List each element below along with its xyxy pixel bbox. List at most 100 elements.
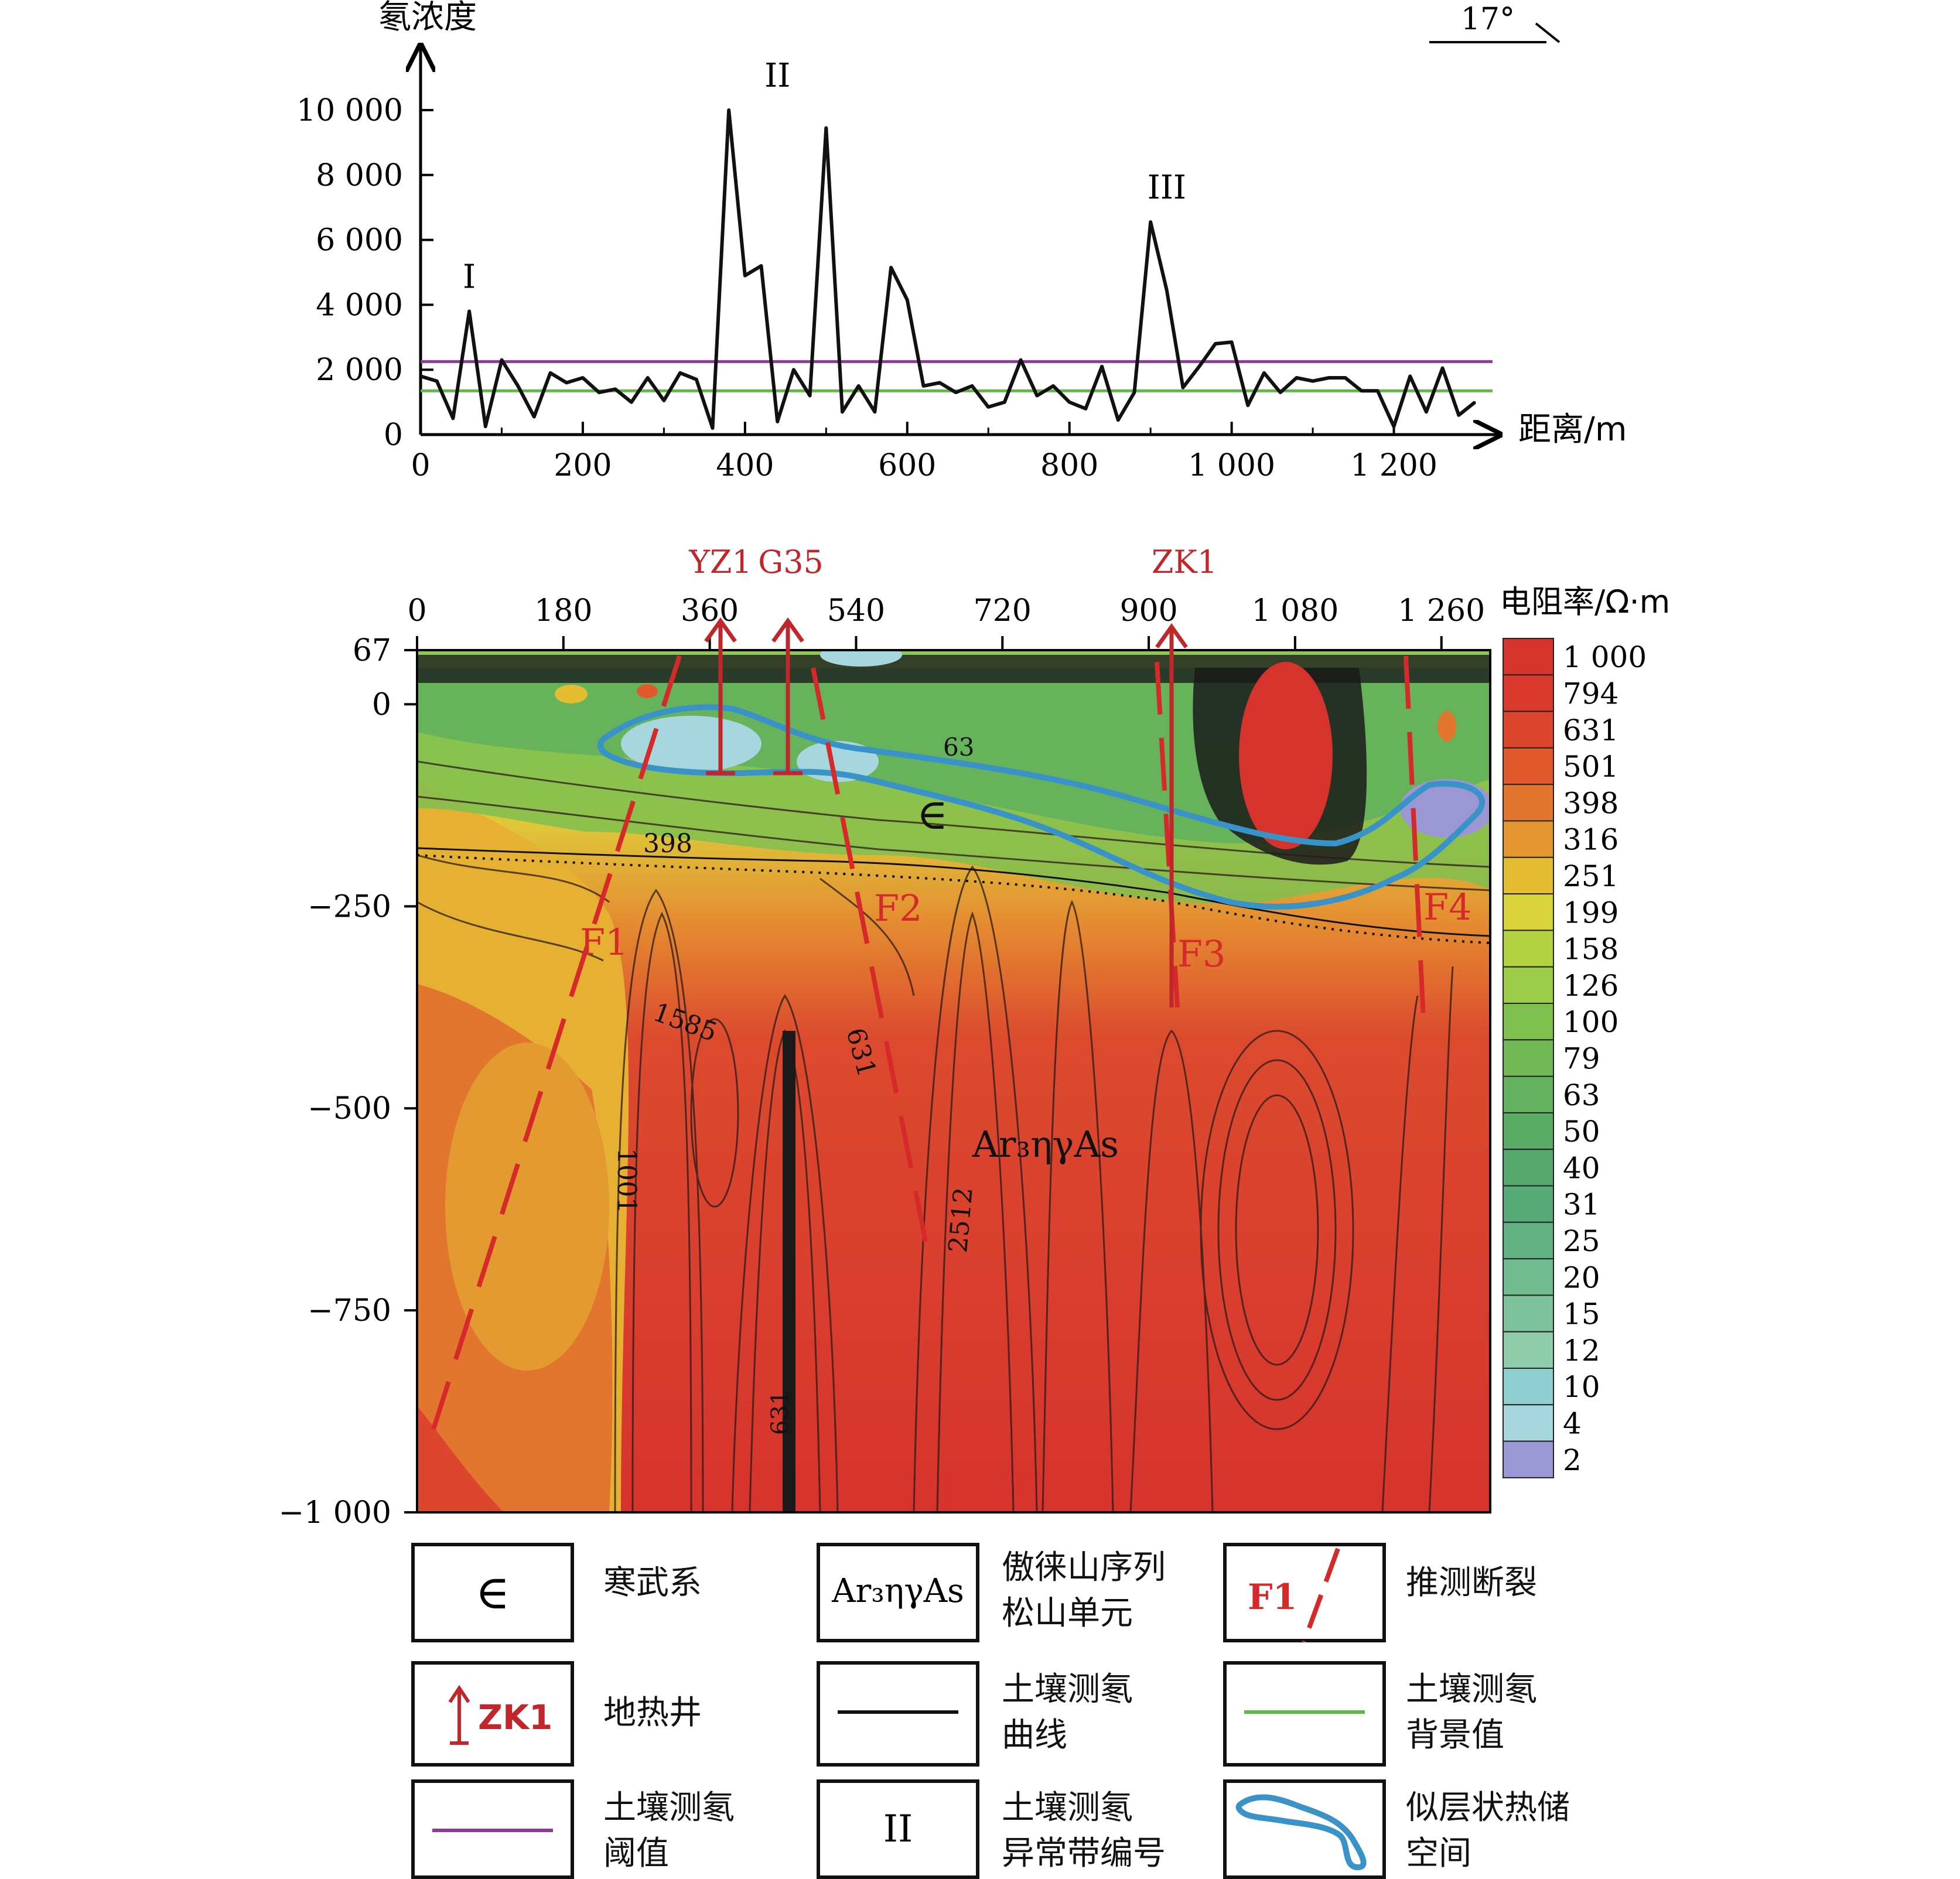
colorbar-label: 158 [1563, 932, 1618, 966]
colorbar-swatch [1503, 930, 1554, 968]
radon-line-chart: 氡浓度 距离/m 0 2 000 4 000 6 000 8 000 10 000 0 200… [296, 0, 1627, 483]
colorbar-swatch [1503, 710, 1554, 749]
contour-label-63: 63 [943, 733, 974, 761]
section-y-tick-label: −500 [308, 1091, 391, 1126]
fault-lines [431, 655, 1426, 1430]
radon-curve [420, 108, 1476, 430]
colorbar-label: 12 [1563, 1334, 1600, 1368]
radon-point [955, 391, 957, 394]
radon-x-tick-label: 600 [878, 448, 936, 483]
radon-y-label: 氡浓度 [378, 0, 477, 36]
radon-point [1231, 341, 1233, 343]
legend-well-arrow-icon [448, 1685, 470, 1745]
legend-reservoir-icon [1235, 1794, 1367, 1871]
legend-background-text: 土壤测氡 背景值 [1406, 1670, 1537, 1754]
colorbar-label: 31 [1563, 1188, 1600, 1222]
well-zk1-label: ZK1 [1152, 544, 1217, 580]
fault-f2-line [811, 667, 928, 1242]
colorbar-swatch [1503, 1221, 1554, 1260]
colorbar-label: 251 [1563, 859, 1618, 893]
radon-point [533, 416, 535, 418]
radon-point [1344, 377, 1346, 379]
radon-point [1020, 359, 1022, 361]
radon-point [809, 395, 811, 397]
colorbar-swatch [1503, 893, 1554, 931]
radon-point [1295, 377, 1297, 379]
radon-point [1393, 425, 1395, 428]
radon-point [517, 385, 519, 387]
radon-y-tick-label: 4 000 [316, 288, 403, 323]
colorbar-label: 794 [1563, 677, 1618, 710]
radon-anomaly-label: III [1148, 169, 1186, 207]
section-frame [416, 649, 1491, 1514]
radon-y-tick-label: 8 000 [316, 158, 403, 193]
fault-f1-line [431, 655, 682, 1430]
section-x-tick-label: 900 [1119, 593, 1177, 628]
legend-well-text: 地热井 [603, 1694, 702, 1732]
section-y-tick-label: −250 [308, 889, 391, 924]
radon-point [1328, 377, 1330, 379]
radon-point [1425, 411, 1428, 413]
fault-f2-label: F2 [874, 887, 922, 930]
radon-anomaly-label: II [764, 57, 790, 95]
radon-point [776, 421, 778, 423]
legend-cambrian-swatch: ∈ [411, 1543, 574, 1642]
legend-cambrian-symbol: ∈ [475, 1565, 510, 1620]
radon-point [500, 359, 503, 361]
radon-point [711, 427, 713, 429]
radon-point [663, 399, 665, 402]
radon-point [938, 381, 941, 384]
radon-point [614, 388, 616, 390]
legend-granite-text: 傲徕山序列 松山单元 [1002, 1549, 1166, 1632]
colorbar-label: 15 [1563, 1297, 1600, 1331]
contour-label-631-bottom: 631 [767, 1391, 794, 1435]
radon-point [468, 310, 470, 312]
colorbar-label: 1 000 [1563, 640, 1647, 674]
section-x-tick-label: 1 080 [1251, 593, 1338, 628]
well-g35-arrowhead [771, 617, 804, 643]
radon-x-tick-label: 800 [1040, 448, 1098, 483]
legend-radon-curve-line [838, 1710, 958, 1714]
legend-fault-symbol: F1 [1248, 1577, 1297, 1618]
radon-x-tick-label: 0 [411, 448, 430, 483]
radon-point [1474, 401, 1476, 404]
radon-x-tick-label: 200 [554, 448, 612, 483]
radon-point [598, 391, 600, 394]
legend-well-swatch: ZK1 [411, 1661, 574, 1767]
contour-label-2512: 2512 [943, 1186, 979, 1254]
fault-f4-label: F4 [1423, 886, 1471, 928]
radon-point [647, 377, 649, 379]
radon-point [1263, 372, 1265, 374]
colorbar-label: 100 [1563, 1005, 1618, 1039]
colorbar-swatch [1503, 1149, 1554, 1187]
legend-granite-swatch: Ar₃ηγAs [817, 1543, 979, 1642]
radon-point [744, 275, 746, 277]
colorbar-swatch [1503, 674, 1554, 712]
near-surface-yellow [555, 685, 588, 703]
radon-point [728, 109, 730, 111]
colorbar-swatch [1503, 1039, 1554, 1077]
radon-point [841, 411, 844, 413]
radon-point [1442, 367, 1444, 369]
legend-radon-curve-swatch [817, 1661, 979, 1767]
radon-y-tick-label: 6 000 [316, 223, 403, 258]
radon-point [582, 377, 584, 379]
radon-point [1036, 395, 1038, 397]
left-yellow-ellipse [445, 1043, 609, 1371]
colorbar-label: 631 [1563, 713, 1618, 747]
colorbar-label: 199 [1563, 896, 1618, 930]
radon-point [890, 267, 892, 269]
radon-point [1312, 380, 1314, 382]
radon-point [452, 417, 454, 419]
colorbar-label: 63 [1563, 1078, 1600, 1112]
section-x-tick-label: 540 [827, 593, 885, 628]
radon-point [1068, 401, 1071, 404]
cambrian-boundary-dotted [417, 854, 1490, 944]
legend-anomaly-text: 土壤测氡 异常带编号 [1002, 1789, 1166, 1873]
well-g35-label: G35 [758, 544, 824, 580]
section-x-tick-label: 180 [534, 593, 592, 628]
legend-cambrian-text: 寒武系 [603, 1564, 702, 1602]
radon-point [1182, 387, 1184, 389]
colorbar-swatch [1503, 1185, 1554, 1223]
